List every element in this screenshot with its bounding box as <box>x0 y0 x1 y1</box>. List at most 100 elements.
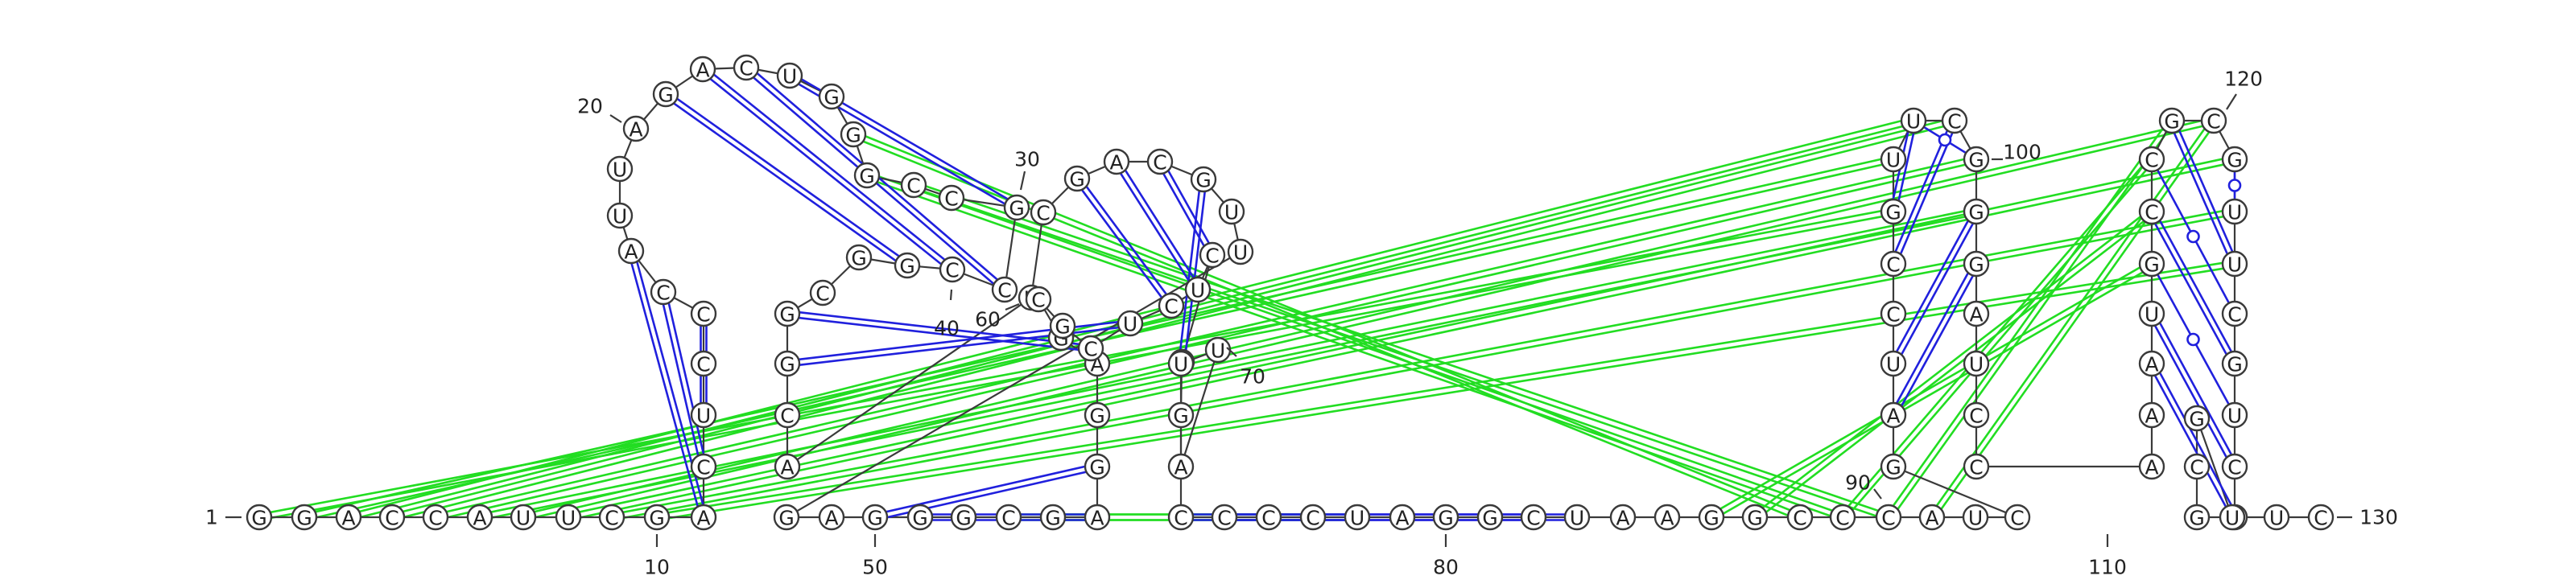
nucleotide-80: C <box>1520 504 1547 531</box>
base-pair-line <box>1889 261 1975 414</box>
nucleotide-circle <box>1918 504 1946 531</box>
nucleotide-letter: U <box>613 158 627 182</box>
nucleotide-letter: G <box>1885 456 1901 479</box>
nucleotide-letter: C <box>1881 507 1895 530</box>
nucleotide-circle <box>2138 250 2165 278</box>
nucleotide-letter: G <box>1069 168 1084 191</box>
wobble-pair-marker <box>2186 332 2200 347</box>
nucleotide-letter: A <box>624 241 638 264</box>
nucleotide-letter: C <box>1886 303 1900 327</box>
nucleotide-27: G <box>853 162 881 189</box>
nucleotide-3: A <box>335 504 362 531</box>
nucleotide-47: U <box>1227 238 1254 265</box>
nucleotide-63: U <box>1117 310 1144 337</box>
nucleotide-circle <box>246 504 273 531</box>
nucleotide-letter: G <box>899 255 914 278</box>
nucleotide-43: A <box>1103 148 1130 175</box>
nucleotide-82: A <box>1609 504 1637 531</box>
nucleotide-108: A <box>2138 453 2165 480</box>
nucleotide-letter: G <box>1173 405 1188 428</box>
nucleotide-letter: C <box>2190 456 2203 479</box>
nucleotide-6: A <box>466 504 493 531</box>
nucleotide-98: U <box>1880 146 1907 173</box>
nucleotide-letter: A <box>1090 507 1104 530</box>
nucleotide-circle <box>1698 504 1725 531</box>
nucleotide-26: G <box>840 121 867 148</box>
nucleotide-letter: A <box>696 507 710 530</box>
backbone-segment <box>1179 349 1220 467</box>
nucleotide-letter: C <box>1174 507 1187 530</box>
nucleotide-circle <box>2221 401 2248 429</box>
backbone-segment <box>1893 465 2018 519</box>
nucleotide-circle <box>690 300 717 327</box>
nucleotide-letter: C <box>385 507 398 530</box>
nucleotide-circle <box>774 401 801 429</box>
nucleotide-circle <box>2004 504 2031 531</box>
nucleotide-circle <box>1344 504 1371 531</box>
nucleotide-13: U <box>690 401 717 429</box>
nucleotide-circle <box>2263 504 2290 531</box>
nucleotide-circle <box>378 504 406 531</box>
nucleotide-letter: U <box>1123 313 1137 336</box>
nucleotide-55: A <box>1084 504 1111 531</box>
backbone-segment <box>2195 417 2234 518</box>
nucleotide-circle <box>606 202 634 229</box>
base-pair-line <box>1161 159 1216 254</box>
base-pair-line <box>2153 311 2239 466</box>
nucleotide-letter: G <box>1009 197 1024 220</box>
nucleotide-circle <box>1829 504 1856 531</box>
nucleotide-circle <box>1227 238 1254 265</box>
nucleotide-36: G <box>774 300 801 327</box>
nucleotide-letter: C <box>780 405 794 428</box>
nucleotide-letter: G <box>1968 201 1984 224</box>
nucleotide-letter: C <box>1969 456 1983 479</box>
nucleotide-circle <box>773 504 800 531</box>
nucleotide-letter: C <box>2145 201 2158 224</box>
nucleotide-letter: C <box>1031 289 1045 312</box>
base-pair-line <box>1156 162 1212 257</box>
nucleotide-circle <box>1025 286 1052 313</box>
nucleotide-circle <box>1963 250 1990 278</box>
nucleotide-circle <box>690 504 717 531</box>
nucleotide-circle <box>1476 504 1504 531</box>
nucleotide-104: A <box>1963 300 1990 327</box>
nucleotide-letter: C <box>2207 110 2220 134</box>
nucleotide-circle <box>1875 504 1902 531</box>
nucleotide-circle <box>2183 504 2211 531</box>
nucleotide-letter: A <box>1395 507 1409 530</box>
nucleotide-circle <box>1199 241 1226 269</box>
nucleotide-circle <box>1218 198 1245 225</box>
nucleotide-letter: U <box>1968 507 1983 530</box>
nucleotide-circle <box>1146 148 1174 175</box>
nucleotide-letter: C <box>1164 295 1178 319</box>
nucleotide-circle <box>1167 504 1195 531</box>
tertiary-interaction-line <box>567 155 2235 516</box>
nucleotide-letter: C <box>696 456 710 479</box>
nucleotide-130: C <box>2307 504 2334 531</box>
nucleotide-62: C <box>1077 335 1104 362</box>
nucleotide-letter: G <box>2227 149 2242 172</box>
nucleotide-letter: C <box>906 175 920 198</box>
nucleotide-circle <box>466 504 493 531</box>
nucleotide-53: C <box>995 504 1022 531</box>
nucleotide-circle <box>1158 292 1185 319</box>
nucleotide-circle <box>1030 199 1057 226</box>
nucleotide-letter: C <box>1217 507 1231 530</box>
nucleotide-letter: G <box>1045 507 1060 530</box>
nucleotide-circle <box>2219 504 2246 531</box>
base-pair-line <box>2174 119 2239 264</box>
position-label-10: 10 <box>644 534 670 579</box>
tertiary-interaction-line <box>1712 265 2154 521</box>
nucleotide-circle <box>776 62 803 89</box>
nucleotide-circle <box>690 350 717 377</box>
nucleotide-letter: G <box>2164 110 2179 134</box>
nucleotide-23: C <box>733 54 760 81</box>
tertiary-interaction-line <box>912 187 1889 521</box>
nucleotide-94: U <box>1880 350 1907 377</box>
nucleotide-circle <box>2138 146 2165 173</box>
nucleotide-circle <box>622 115 650 142</box>
position-number: 60 <box>975 308 1001 331</box>
tertiary-interaction-line <box>867 171 1844 516</box>
nucleotide-circle <box>1184 276 1212 303</box>
